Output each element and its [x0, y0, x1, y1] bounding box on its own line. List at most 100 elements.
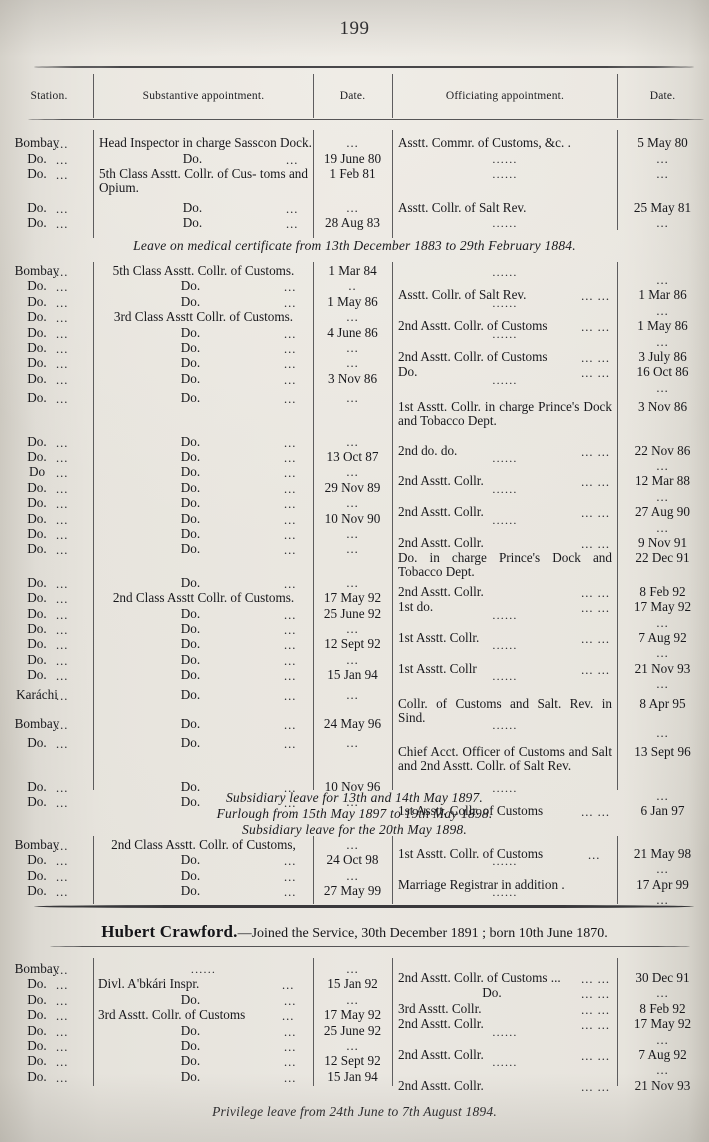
cell-station: Bombay	[14, 837, 60, 852]
cell-officiating: ......	[492, 216, 518, 231]
cell-station-dots: ...	[56, 592, 69, 607]
column-divider	[392, 130, 393, 238]
horizontal-rule	[28, 119, 704, 120]
leave-note: Leave on medical certificate from 13th D…	[133, 238, 576, 253]
cell-date: 25 June 92	[323, 605, 382, 621]
cell-date: 15 Jan 94	[327, 667, 378, 683]
cell-date2: 13 Sept 96	[634, 744, 691, 760]
cell-date2: ...	[656, 151, 669, 166]
cell-station-dots: ...	[56, 653, 69, 668]
cell-substantive-dots: ...	[284, 481, 297, 496]
cell-officiating: Marriage Registrar in addition .	[398, 876, 565, 892]
column-header-3: Officiating appointment.	[445, 90, 565, 102]
cell-date2: 17 Apr 99	[636, 876, 689, 892]
cell-date: 10 Nov 90	[324, 510, 381, 526]
column-divider	[617, 130, 618, 230]
cell-officiating-dots: ... ...	[581, 987, 610, 1002]
cell-officiating: 1st Asstt. Collr.	[398, 630, 480, 645]
cell-officiating: 2nd Asstt. Collr.	[398, 473, 484, 489]
cell-officiating: 1st Asstt. Collr. of Customs	[398, 803, 544, 819]
cell-station-dots: ...	[56, 854, 69, 869]
cell-officiating: 2nd Asstt. Collr.	[398, 1016, 484, 1032]
cell-officiating: 3rd Asstt. Collr.	[398, 1000, 482, 1016]
cell-substantive-dots: ...	[284, 623, 297, 637]
cell-date: 12 Sept 92	[324, 636, 381, 652]
cell-date2: 17 May 92	[633, 599, 692, 615]
cell-date2: 8 Apr 95	[639, 695, 686, 711]
column-divider	[93, 262, 94, 790]
cell-date: 1 May 86	[327, 293, 378, 309]
cell-station-dots: ...	[56, 1070, 69, 1085]
cell-date: ...	[346, 962, 359, 976]
cell-substantive: Do.	[182, 150, 203, 166]
cell-officiating: ......	[492, 607, 518, 622]
cell-date: ...	[346, 1039, 359, 1053]
cell-substantive: ......	[190, 962, 217, 976]
cell-substantive: Do.	[180, 510, 201, 526]
cell-date: ...	[346, 341, 359, 355]
cell-date2: ...	[656, 986, 669, 1001]
cell-officiating: Asstt. Collr. of Salt Rev.	[398, 287, 527, 303]
cell-date: 15 Jan 94	[327, 1068, 378, 1084]
cell-station: Do.	[27, 479, 47, 495]
cell-substantive: Do.	[180, 794, 201, 810]
cell-officiating: ......	[492, 167, 518, 182]
cell-substantive-dots: ...	[284, 796, 297, 811]
cell-station-dots: ...	[56, 718, 69, 732]
column-divider	[93, 74, 94, 118]
cell-officiating: 2nd Asstt. Collr.	[398, 583, 484, 599]
column-divider	[93, 836, 94, 904]
cell-substantive: Do.	[180, 370, 201, 386]
cell-date: ...	[346, 310, 359, 325]
cell-substantive: Do.	[182, 215, 203, 231]
cell-substantive: Do.	[180, 390, 201, 406]
cell-substantive: Head Inspector in charge Sasscon Dock.	[99, 135, 312, 150]
cell-date: 17 May 92	[323, 590, 382, 606]
cell-substantive: Do.	[180, 852, 201, 868]
cell-officiating: 1st Asstt. Collr. of Customs	[398, 846, 544, 861]
cell-officiating: 2nd Asstt. Collr.	[398, 535, 484, 550]
cell-station-dots: ...	[56, 978, 69, 993]
cell-station: Do.	[27, 150, 47, 166]
cell-station-dots: ...	[56, 392, 69, 407]
person-heading: Hubert Crawford.—Joined the Service, 30t…	[0, 922, 709, 942]
column-divider	[617, 958, 618, 1086]
cell-substantive: Do.	[180, 324, 201, 340]
cell-substantive-dots: ...	[284, 607, 297, 622]
cell-date2: 6 Jan 97	[640, 803, 685, 819]
cell-station: Do.	[27, 355, 47, 371]
cell-officiating: Do.	[398, 364, 418, 380]
cell-officiating: Do.	[482, 985, 502, 1001]
cell-officiating: Do. in charge Prince's Dock and Tobacco …	[398, 550, 612, 580]
cell-date2: ...	[656, 677, 669, 692]
cell-date: 3 Nov 86	[327, 370, 378, 386]
cell-substantive-dots: ...	[284, 638, 297, 653]
column-divider	[313, 74, 314, 118]
cell-officiating-dots: ... ...	[581, 632, 610, 646]
cell-substantive: Do.	[180, 355, 201, 371]
horizontal-rule	[34, 66, 694, 68]
cell-station-dots: ...	[56, 1040, 69, 1054]
cell-station-dots: ...	[56, 638, 69, 653]
cell-station: Do.	[27, 324, 47, 340]
cell-station-dots: ...	[56, 993, 69, 1008]
cell-station: Do.	[27, 278, 47, 294]
cell-substantive: Do.	[180, 716, 201, 731]
cell-date: ...	[346, 838, 359, 852]
cell-substantive: 5th Class Asstt. Collr. of Customs.	[112, 263, 295, 278]
cell-substantive: Do.	[180, 495, 201, 511]
cell-station: Do.	[27, 976, 47, 992]
cell-substantive-dots: ...	[284, 576, 297, 591]
cell-officiating: ......	[492, 451, 518, 465]
cell-station: Do.	[27, 433, 47, 449]
cell-substantive-dots: ...	[286, 201, 299, 216]
cell-station: Do.	[27, 370, 47, 386]
cell-station-dots: ...	[56, 201, 69, 216]
cell-date2: ...	[656, 273, 669, 287]
cell-substantive-dots: ...	[284, 512, 297, 527]
cell-date2: ...	[656, 216, 669, 231]
cell-date: 13 Oct 87	[326, 449, 379, 464]
cell-station-dots: ...	[56, 796, 69, 811]
cell-officiating-dots: ... ...	[581, 1018, 610, 1033]
cell-date: 24 May 96	[323, 716, 382, 731]
